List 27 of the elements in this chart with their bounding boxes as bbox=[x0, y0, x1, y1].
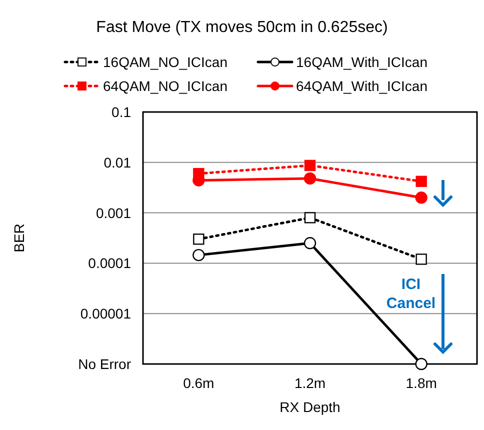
point bbox=[416, 254, 427, 265]
point bbox=[304, 160, 316, 172]
legend-label: 16QAM_NO_ICIcan bbox=[103, 54, 228, 70]
point bbox=[415, 358, 428, 370]
point bbox=[304, 172, 316, 185]
x-axis-title: RX Depth bbox=[280, 399, 340, 415]
point bbox=[304, 237, 316, 250]
y-tick-label: 0.1 bbox=[112, 104, 132, 120]
annotation: ICI Cancel bbox=[386, 276, 436, 312]
point bbox=[415, 192, 428, 204]
x-tick-label: 0.6m bbox=[183, 375, 214, 391]
legend-label: 16QAM_With_ICIcan bbox=[296, 54, 428, 70]
y-axis-title: BER bbox=[11, 224, 27, 252]
point bbox=[192, 248, 205, 262]
chart-title: Fast Move (TX moves 50cm in 0.625sec) bbox=[96, 19, 388, 36]
point bbox=[304, 212, 316, 224]
y-tick-label: 0.001 bbox=[96, 204, 132, 221]
x-tick-label: 1.2m bbox=[294, 375, 326, 391]
point bbox=[193, 234, 204, 245]
y-tick-label: No Error bbox=[78, 356, 132, 372]
x-tick-label: 1.8m bbox=[406, 375, 437, 391]
y-tick-label: 0.00001 bbox=[80, 306, 132, 322]
y-tick-label: 0.0001 bbox=[88, 255, 132, 272]
point bbox=[416, 176, 427, 187]
legend-label: 64QAM_With_ICIcan bbox=[296, 78, 428, 94]
y-tick-label: 0.01 bbox=[104, 154, 132, 170]
legend-label: 64QAM_NO_ICIcan bbox=[103, 78, 228, 94]
